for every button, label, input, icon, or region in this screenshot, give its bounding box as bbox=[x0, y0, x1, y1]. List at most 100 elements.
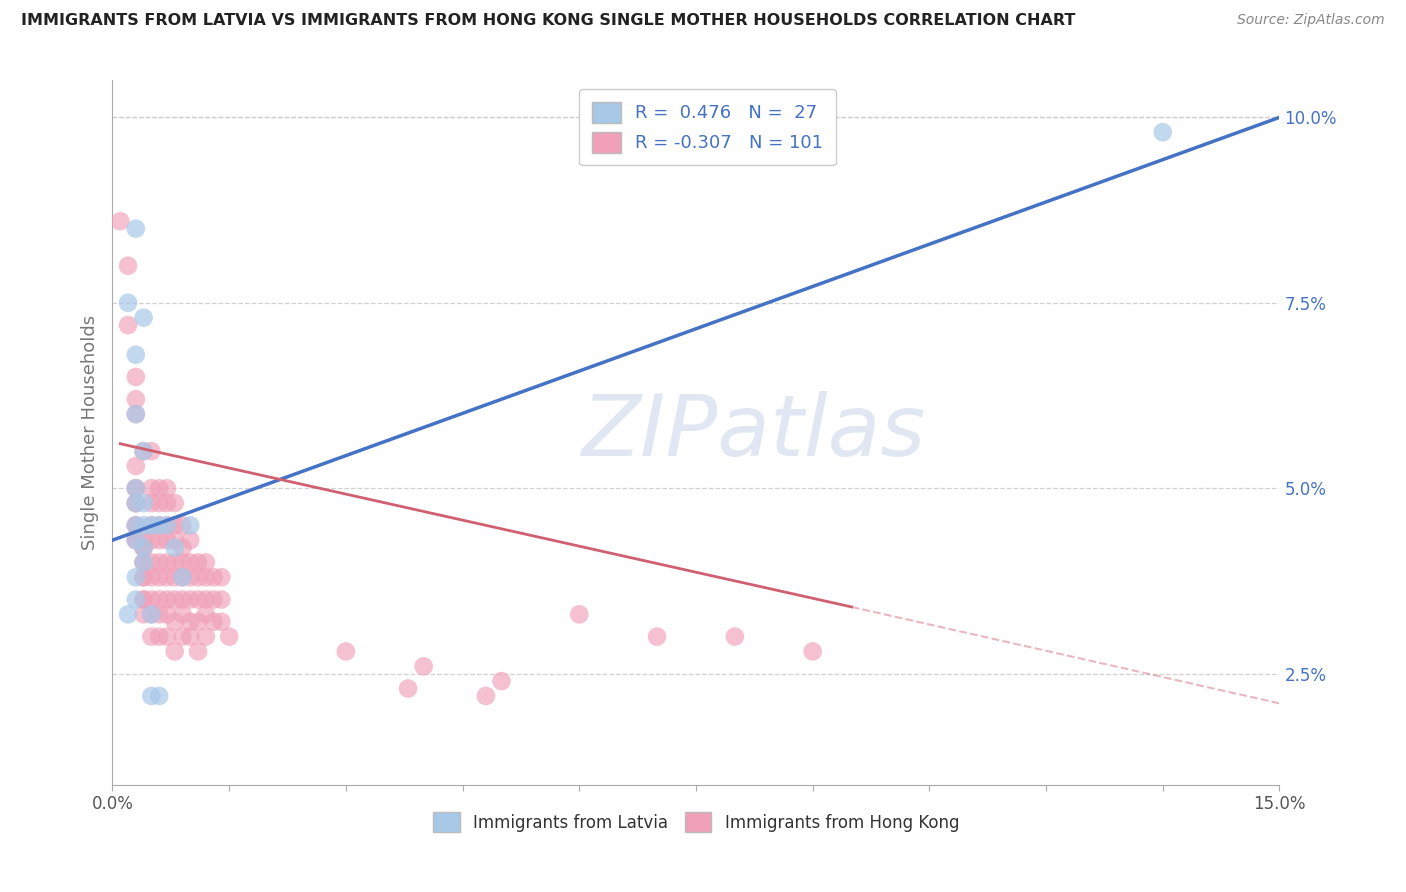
Point bbox=[172, 607, 194, 622]
Point bbox=[148, 481, 170, 495]
Point bbox=[724, 630, 747, 644]
Point bbox=[132, 444, 155, 458]
Point bbox=[163, 496, 186, 510]
Point bbox=[117, 259, 139, 273]
Point bbox=[125, 518, 148, 533]
Point bbox=[141, 496, 163, 510]
Point bbox=[125, 407, 148, 421]
Point bbox=[412, 659, 434, 673]
Point bbox=[125, 481, 148, 495]
Point bbox=[202, 615, 225, 629]
Point bbox=[125, 518, 148, 533]
Point bbox=[117, 318, 139, 332]
Point bbox=[209, 592, 232, 607]
Point bbox=[194, 607, 217, 622]
Point bbox=[156, 607, 179, 622]
Point bbox=[125, 496, 148, 510]
Point bbox=[141, 481, 163, 495]
Point bbox=[156, 570, 179, 584]
Point bbox=[141, 556, 163, 570]
Point bbox=[141, 570, 163, 584]
Point bbox=[156, 496, 179, 510]
Point bbox=[645, 630, 668, 644]
Point bbox=[475, 689, 498, 703]
Point bbox=[132, 570, 155, 584]
Point bbox=[179, 518, 201, 533]
Point bbox=[141, 607, 163, 622]
Point bbox=[156, 592, 179, 607]
Point bbox=[163, 518, 186, 533]
Point bbox=[163, 556, 186, 570]
Point bbox=[156, 518, 179, 533]
Point bbox=[141, 518, 163, 533]
Point bbox=[132, 541, 155, 555]
Point bbox=[132, 592, 155, 607]
Point bbox=[1152, 125, 1174, 139]
Point bbox=[148, 533, 170, 548]
Point bbox=[132, 518, 155, 533]
Point bbox=[179, 556, 201, 570]
Point bbox=[172, 570, 194, 584]
Point bbox=[172, 570, 194, 584]
Point bbox=[141, 607, 163, 622]
Point bbox=[179, 630, 201, 644]
Point bbox=[491, 674, 513, 689]
Point bbox=[172, 518, 194, 533]
Point bbox=[156, 630, 179, 644]
Point bbox=[148, 592, 170, 607]
Point bbox=[117, 607, 139, 622]
Point bbox=[194, 570, 217, 584]
Point bbox=[141, 533, 163, 548]
Point bbox=[125, 570, 148, 584]
Point bbox=[163, 541, 186, 555]
Point bbox=[125, 592, 148, 607]
Point bbox=[179, 592, 201, 607]
Text: IMMIGRANTS FROM LATVIA VS IMMIGRANTS FROM HONG KONG SINGLE MOTHER HOUSEHOLDS COR: IMMIGRANTS FROM LATVIA VS IMMIGRANTS FRO… bbox=[21, 13, 1076, 29]
Point bbox=[125, 533, 148, 548]
Point bbox=[125, 458, 148, 473]
Point bbox=[396, 681, 419, 696]
Point bbox=[125, 370, 148, 384]
Point bbox=[141, 689, 163, 703]
Point bbox=[132, 533, 155, 548]
Point bbox=[125, 407, 148, 421]
Point bbox=[187, 556, 209, 570]
Point bbox=[156, 533, 179, 548]
Point bbox=[163, 570, 186, 584]
Point bbox=[110, 214, 132, 228]
Y-axis label: Single Mother Households: Single Mother Households bbox=[80, 315, 98, 550]
Point bbox=[125, 481, 148, 495]
Point bbox=[125, 348, 148, 362]
Point bbox=[187, 592, 209, 607]
Point bbox=[148, 518, 170, 533]
Point bbox=[132, 541, 155, 555]
Point bbox=[172, 630, 194, 644]
Point bbox=[125, 392, 148, 407]
Point bbox=[148, 496, 170, 510]
Point bbox=[141, 518, 163, 533]
Point bbox=[132, 592, 155, 607]
Text: Source: ZipAtlas.com: Source: ZipAtlas.com bbox=[1237, 13, 1385, 28]
Point bbox=[125, 496, 148, 510]
Point bbox=[132, 556, 155, 570]
Point bbox=[141, 630, 163, 644]
Point bbox=[172, 556, 194, 570]
Point bbox=[202, 570, 225, 584]
Point bbox=[148, 607, 170, 622]
Point bbox=[163, 592, 186, 607]
Point bbox=[163, 533, 186, 548]
Point bbox=[148, 630, 170, 644]
Point bbox=[141, 444, 163, 458]
Point bbox=[187, 570, 209, 584]
Point bbox=[163, 644, 186, 658]
Point bbox=[194, 556, 217, 570]
Point bbox=[125, 496, 148, 510]
Point bbox=[179, 615, 201, 629]
Point bbox=[148, 556, 170, 570]
Point bbox=[125, 221, 148, 235]
Point bbox=[132, 556, 155, 570]
Point bbox=[335, 644, 357, 658]
Point bbox=[148, 689, 170, 703]
Point bbox=[132, 607, 155, 622]
Point bbox=[117, 295, 139, 310]
